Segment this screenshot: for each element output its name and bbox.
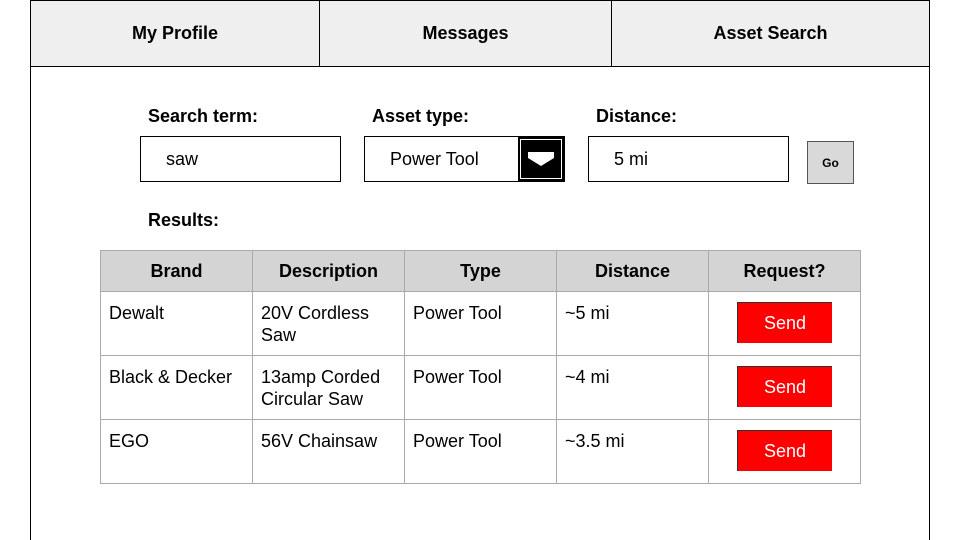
distance-input[interactable]	[614, 148, 788, 170]
cell-brand: EGO	[100, 419, 253, 484]
search-term-label: Search term:	[148, 106, 259, 126]
distance-label: Distance:	[596, 106, 678, 126]
asset-type-label: Asset type:	[372, 106, 470, 126]
cell-request: Send	[708, 291, 861, 356]
chevron-down-icon	[528, 152, 554, 166]
tab-my-profile[interactable]: My Profile	[131, 23, 219, 43]
column-header-description: Description	[252, 250, 405, 292]
cell-distance: ~5 mi	[556, 291, 709, 356]
send-button[interactable]: Send	[737, 430, 832, 471]
table-header-row: Brand Description Type Distance Request?	[100, 250, 861, 292]
cell-distance: ~3.5 mi	[556, 419, 709, 484]
asset-type-value: Power Tool	[390, 148, 479, 169]
results-label: Results:	[148, 210, 220, 230]
column-header-request: Request?	[708, 250, 861, 292]
asset-type-select[interactable]: Power Tool	[364, 136, 565, 182]
cell-brand: Black & Decker	[100, 355, 253, 420]
table-row: EGO 56V Chainsaw Power Tool ~3.5 mi Send	[100, 419, 861, 484]
cell-type: Power Tool	[404, 419, 557, 484]
cell-request: Send	[708, 355, 861, 420]
column-header-distance: Distance	[556, 250, 709, 292]
cell-description: 13amp Corded Circular Saw	[252, 355, 405, 420]
cell-distance: ~4 mi	[556, 355, 709, 420]
cell-description: 56V Chainsaw	[252, 419, 405, 484]
search-term-field[interactable]	[140, 136, 341, 182]
cell-request: Send	[708, 419, 861, 484]
search-term-input[interactable]	[166, 148, 340, 170]
page-frame	[30, 0, 930, 540]
table-row: Black & Decker 13amp Corded Circular Saw…	[100, 355, 861, 420]
table-row: Dewalt 20V Cordless Saw Power Tool ~5 mi…	[100, 291, 861, 356]
distance-field[interactable]	[588, 136, 789, 182]
tab-messages[interactable]: Messages	[319, 1, 611, 66]
send-button[interactable]: Send	[737, 302, 832, 343]
asset-type-dropdown-button[interactable]	[518, 137, 564, 181]
column-header-brand: Brand	[100, 250, 253, 292]
send-button[interactable]: Send	[737, 366, 832, 407]
cell-brand: Dewalt	[100, 291, 253, 356]
top-nav: My Profile Messages Asset Search	[30, 0, 930, 67]
column-header-type: Type	[404, 250, 557, 292]
cell-type: Power Tool	[404, 291, 557, 356]
tab-asset-search[interactable]: Asset Search	[611, 1, 929, 66]
cell-description: 20V Cordless Saw	[252, 291, 405, 356]
results-table: Brand Description Type Distance Request?…	[100, 250, 861, 484]
cell-type: Power Tool	[404, 355, 557, 420]
go-button[interactable]: Go	[807, 141, 854, 184]
